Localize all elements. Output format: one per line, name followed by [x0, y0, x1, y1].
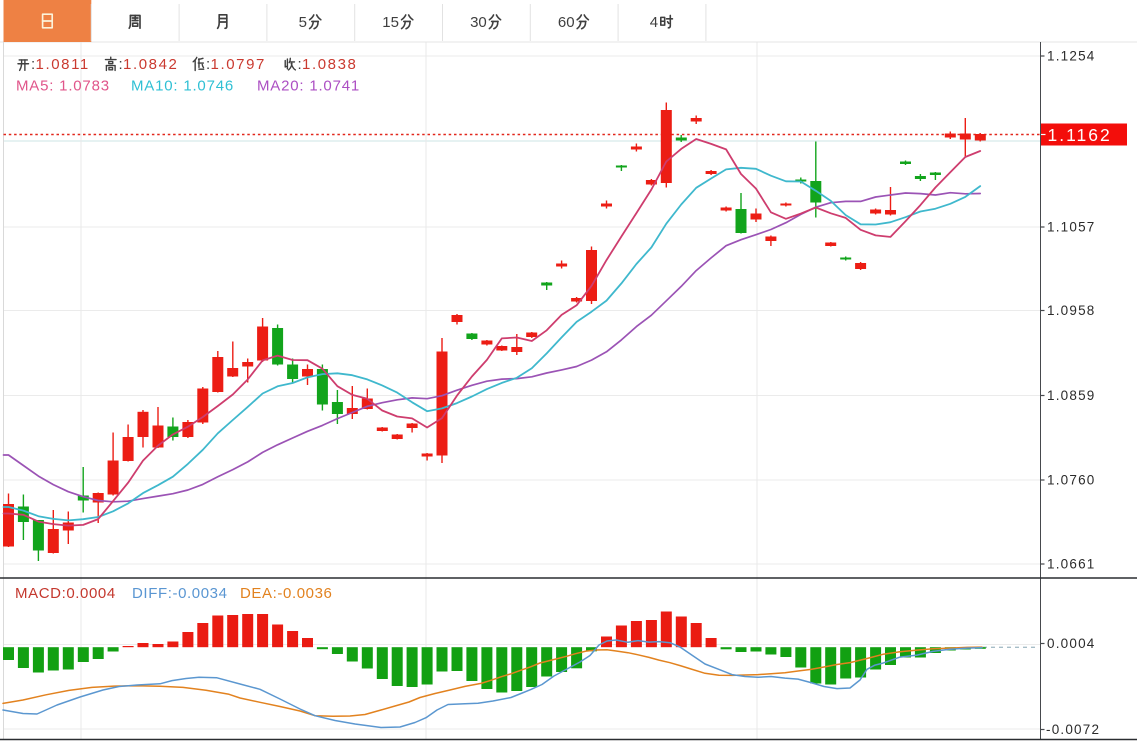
svg-text:MA5: 1.0783: MA5: 1.0783 — [16, 78, 110, 95]
svg-text:DEA:-0.0036: DEA:-0.0036 — [240, 585, 332, 602]
svg-text:1.1057: 1.1057 — [1047, 220, 1096, 235]
svg-text:MA20: 1.0741: MA20: 1.0741 — [257, 78, 360, 95]
svg-text:DIFF:-0.0034: DIFF:-0.0034 — [132, 585, 228, 602]
svg-text:60: 60 — [558, 14, 575, 31]
svg-text:5: 5 — [299, 14, 307, 31]
svg-text::: : — [31, 56, 35, 73]
svg-text:0.0004: 0.0004 — [1047, 636, 1096, 651]
svg-text:4: 4 — [650, 14, 658, 31]
svg-text:MACD:0.0004: MACD:0.0004 — [15, 585, 116, 602]
svg-text:1.0797: 1.0797 — [211, 56, 266, 73]
svg-text:15: 15 — [382, 14, 399, 31]
svg-text::: : — [119, 56, 123, 73]
svg-text:MA10: 1.0746: MA10: 1.0746 — [131, 78, 234, 95]
svg-text::: : — [298, 56, 302, 73]
svg-text:1.0958: 1.0958 — [1047, 303, 1096, 318]
svg-text:1.0838: 1.0838 — [302, 56, 357, 73]
svg-text:30: 30 — [470, 14, 487, 31]
svg-text:1.0661: 1.0661 — [1047, 557, 1096, 572]
svg-text:1.1162: 1.1162 — [1048, 125, 1112, 145]
svg-text:1.0811: 1.0811 — [36, 56, 90, 73]
svg-text:1.0842: 1.0842 — [123, 56, 178, 73]
svg-text:1.0859: 1.0859 — [1047, 388, 1096, 403]
svg-text:1.0760: 1.0760 — [1047, 473, 1096, 488]
svg-text:1.1254: 1.1254 — [1047, 49, 1096, 64]
svg-text::: : — [206, 56, 210, 73]
svg-text:-0.0072: -0.0072 — [1046, 722, 1100, 737]
